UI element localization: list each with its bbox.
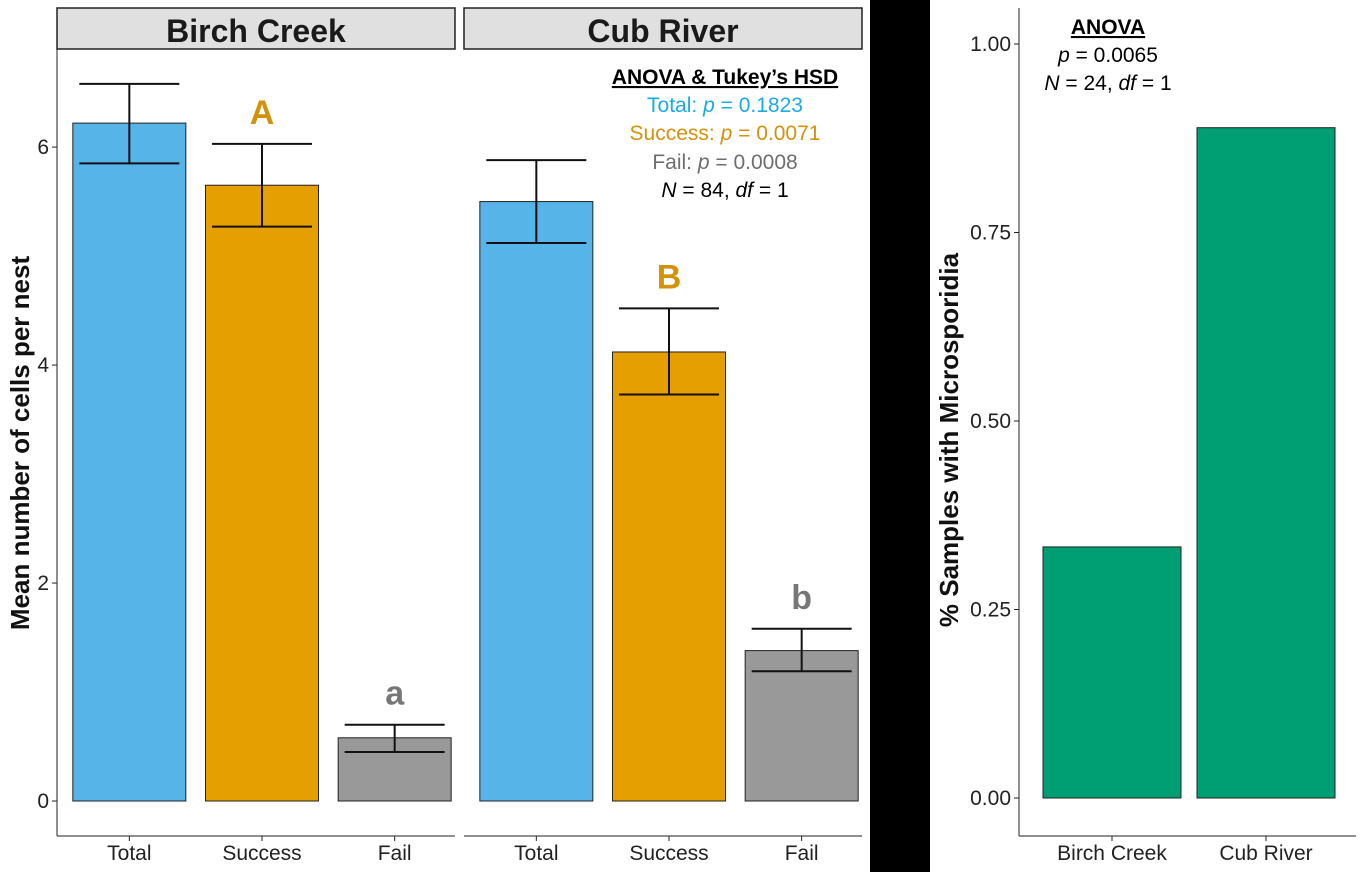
x-tick-label: Cub River [1219,842,1312,865]
significance-letter: A [250,94,275,132]
bar-cub-river-total [479,201,594,802]
y-tick-label: 0.50 [970,410,1011,433]
y-tick-label: 6 [37,136,49,159]
left-stats-title: ANOVA & Tukey’s HSD [612,66,838,89]
significance-letter: a [385,675,405,713]
x-tick-label: Birch Creek [1057,842,1167,865]
x-tick-label: Total [107,842,151,865]
left-stats-annotation: ANOVA & Tukey’s HSD Total: p = 0.1823 Su… [612,66,838,202]
faceted-bar-chart: Birch Creek Cub River Mean number of cel… [5,7,863,865]
bar-cub-river-success [612,351,726,802]
x-tick-label: Total [514,842,558,865]
y-tick-label: 0 [37,790,49,813]
facet-strip-cub-river [463,7,863,50]
y-tick-label: 0.00 [970,787,1011,810]
facet-strip-birch-creek [56,7,456,50]
right-x-tick-labels: Birch Creek Cub River [1057,836,1313,865]
bar-birch-creek-total [72,122,187,802]
left-stats-total: Total: p = 0.1823 [647,94,803,117]
significance-letter: B [657,258,682,296]
x-tick-label: Success [222,842,301,865]
bar-birch-creek [1042,546,1182,799]
bar-cub-river-fail [744,650,859,802]
significance-letter: b [791,579,812,617]
right-stats-title: ANOVA [1071,16,1145,39]
y-tick-label: 0.75 [970,222,1011,245]
right-bars [1042,127,1336,799]
y-tick-label: 4 [37,354,49,377]
right-stats-n-df: N = 24, df = 1 [1044,72,1171,95]
y-tick-label: 1.00 [970,33,1011,56]
x-tick-label: Fail [785,842,819,865]
left-y-axis-title: Mean number of cells per nest [5,256,35,631]
separator-band [870,0,930,872]
right-stats-p: p = 0.0065 [1057,44,1158,67]
left-stats-fail: Fail: p = 0.0008 [652,151,797,174]
microsporidia-bar-chart: % Samples with Microsporidia 0.00 0.25 0.5… [934,8,1356,865]
right-y-ticks: 0.00 0.25 0.50 0.75 1.00 [970,33,1019,810]
left-x-tick-labels: Total Success Fail Total Success Fail [107,836,819,865]
x-tick-label: Fail [378,842,412,865]
facet-title-birch-creek: Birch Creek [166,13,346,49]
left-significance-letters: Aa Bb [250,94,812,713]
right-y-axis-title: % Samples with Microsporidia [934,252,964,627]
bar-birch-creek-success [205,184,319,802]
left-stats-success: Success: p = 0.0071 [630,122,821,145]
left-bars [72,122,859,802]
left-error-bars [79,82,852,753]
left-stats-n-df: N = 84, df = 1 [661,179,788,202]
right-stats-annotation: ANOVA p = 0.0065 N = 24, df = 1 [1044,16,1171,95]
x-tick-label: Success [629,842,708,865]
y-tick-label: 2 [37,572,49,595]
left-y-ticks: 0 2 4 6 [37,136,57,813]
y-tick-label: 0.25 [970,599,1011,622]
facet-title-cub-river: Cub River [587,13,738,49]
bar-cub-river [1196,127,1336,799]
